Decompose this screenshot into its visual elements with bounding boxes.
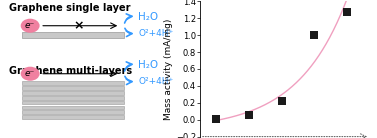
Bar	[22, 32, 124, 38]
Point	[311, 34, 317, 36]
Text: ×: ×	[73, 19, 84, 32]
Bar	[22, 86, 124, 90]
Bar	[22, 110, 124, 114]
Bar	[22, 91, 124, 95]
Y-axis label: Mass activity (mA/mg): Mass activity (mA/mg)	[164, 18, 173, 120]
Text: e⁻: e⁻	[25, 69, 35, 78]
Text: Graphene multi-layers: Graphene multi-layers	[9, 66, 132, 76]
Bar	[22, 101, 124, 104]
Text: O²+4H⁺: O²+4H⁺	[138, 29, 174, 38]
Point	[246, 114, 252, 116]
Bar	[22, 115, 124, 119]
Point	[344, 10, 350, 13]
Circle shape	[21, 67, 40, 81]
Bar	[22, 106, 124, 109]
Circle shape	[21, 19, 40, 33]
Bar	[22, 81, 124, 85]
Text: H₂O: H₂O	[138, 60, 159, 70]
Point	[213, 118, 219, 120]
Bar	[22, 96, 124, 99]
Point	[279, 100, 285, 102]
Text: Graphene single layer: Graphene single layer	[9, 3, 131, 13]
Text: H₂O: H₂O	[138, 12, 159, 22]
Text: O²+4H⁺: O²+4H⁺	[138, 77, 174, 86]
Text: e⁻: e⁻	[25, 21, 35, 30]
